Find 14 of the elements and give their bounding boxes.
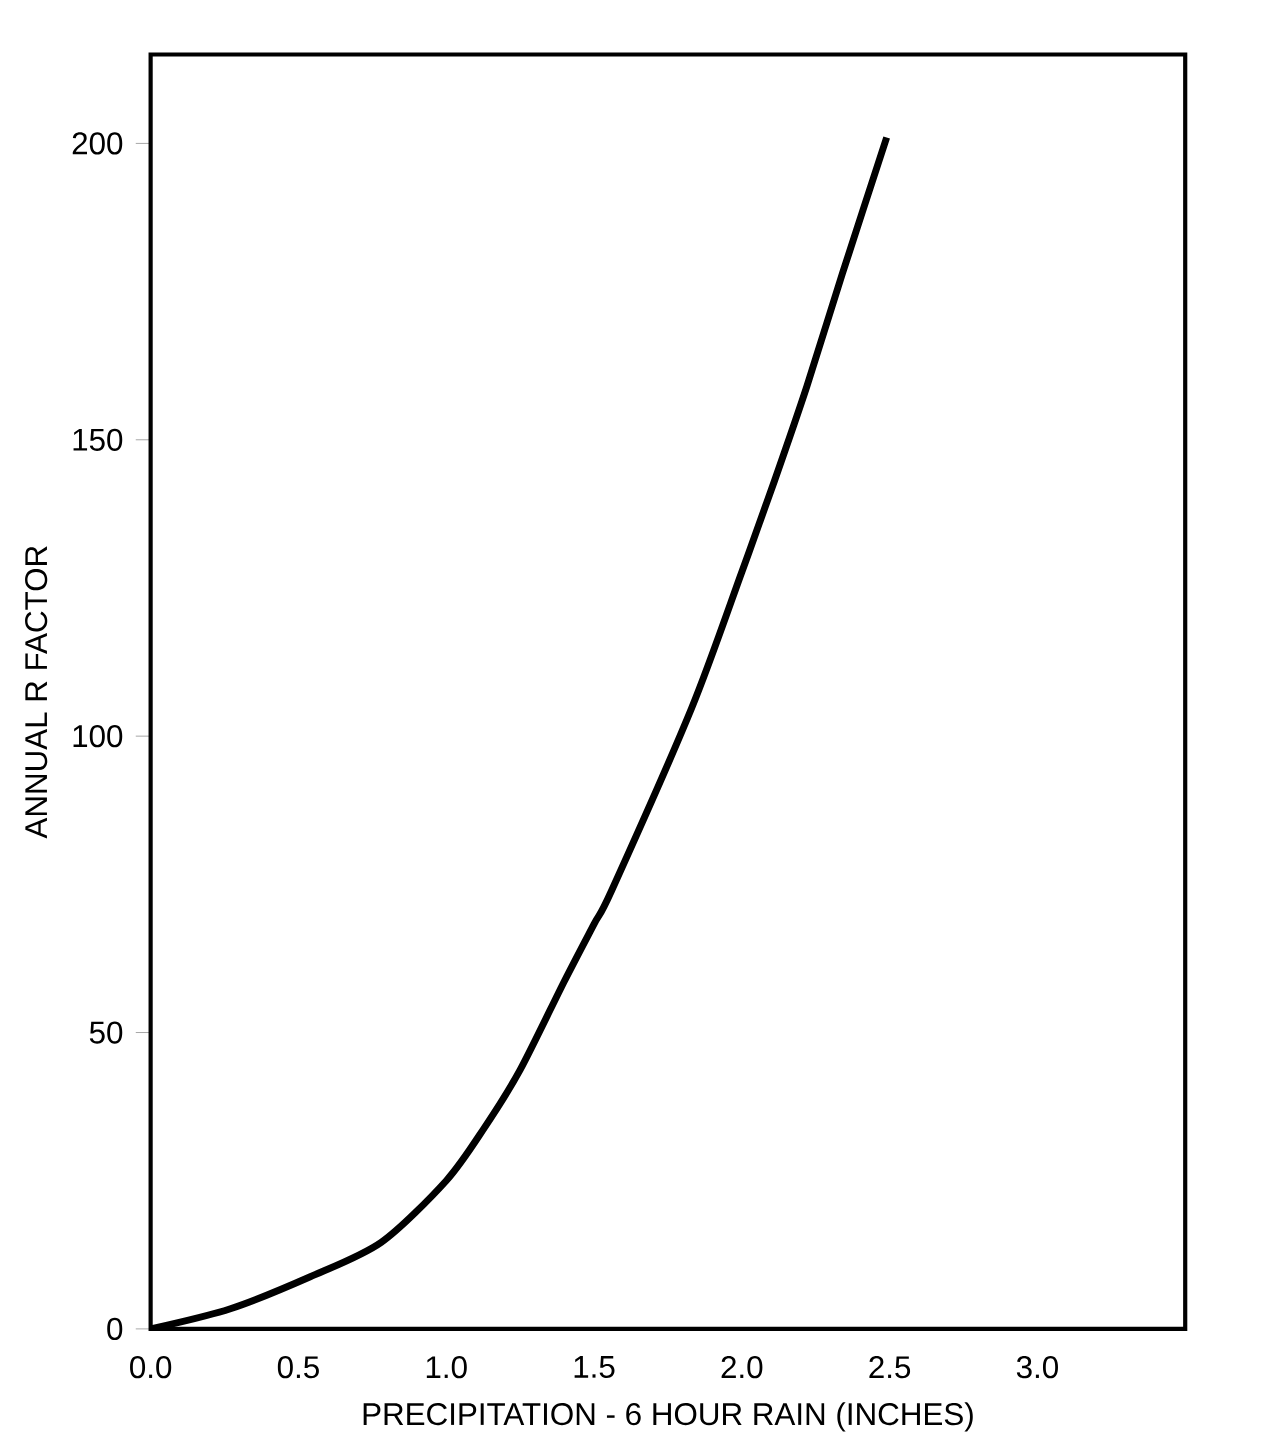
x-tick-label: 0.5 [277, 1356, 319, 1379]
y-tick-label: 0 [107, 1317, 123, 1341]
y-axis-title: ANNUAL R FACTOR [24, 546, 48, 839]
x-tick-label: 0.0 [129, 1356, 172, 1379]
x-tick-label: 2.0 [721, 1356, 763, 1379]
x-axis-title: PRECIPITATION - 6 HOUR RAIN (INCHES) [363, 1402, 973, 1432]
y-tick-label: 150 [73, 428, 123, 451]
y-tick-label: 200 [72, 132, 123, 155]
x-tick-label: 1.0 [426, 1356, 467, 1379]
y-tick-label: 100 [73, 725, 123, 748]
x-tick-label: 3.0 [1016, 1356, 1058, 1379]
x-tick-label: 2.5 [869, 1356, 910, 1379]
x-tick-label: 1.5 [574, 1356, 615, 1378]
y-tick-label: 50 [89, 1021, 123, 1044]
